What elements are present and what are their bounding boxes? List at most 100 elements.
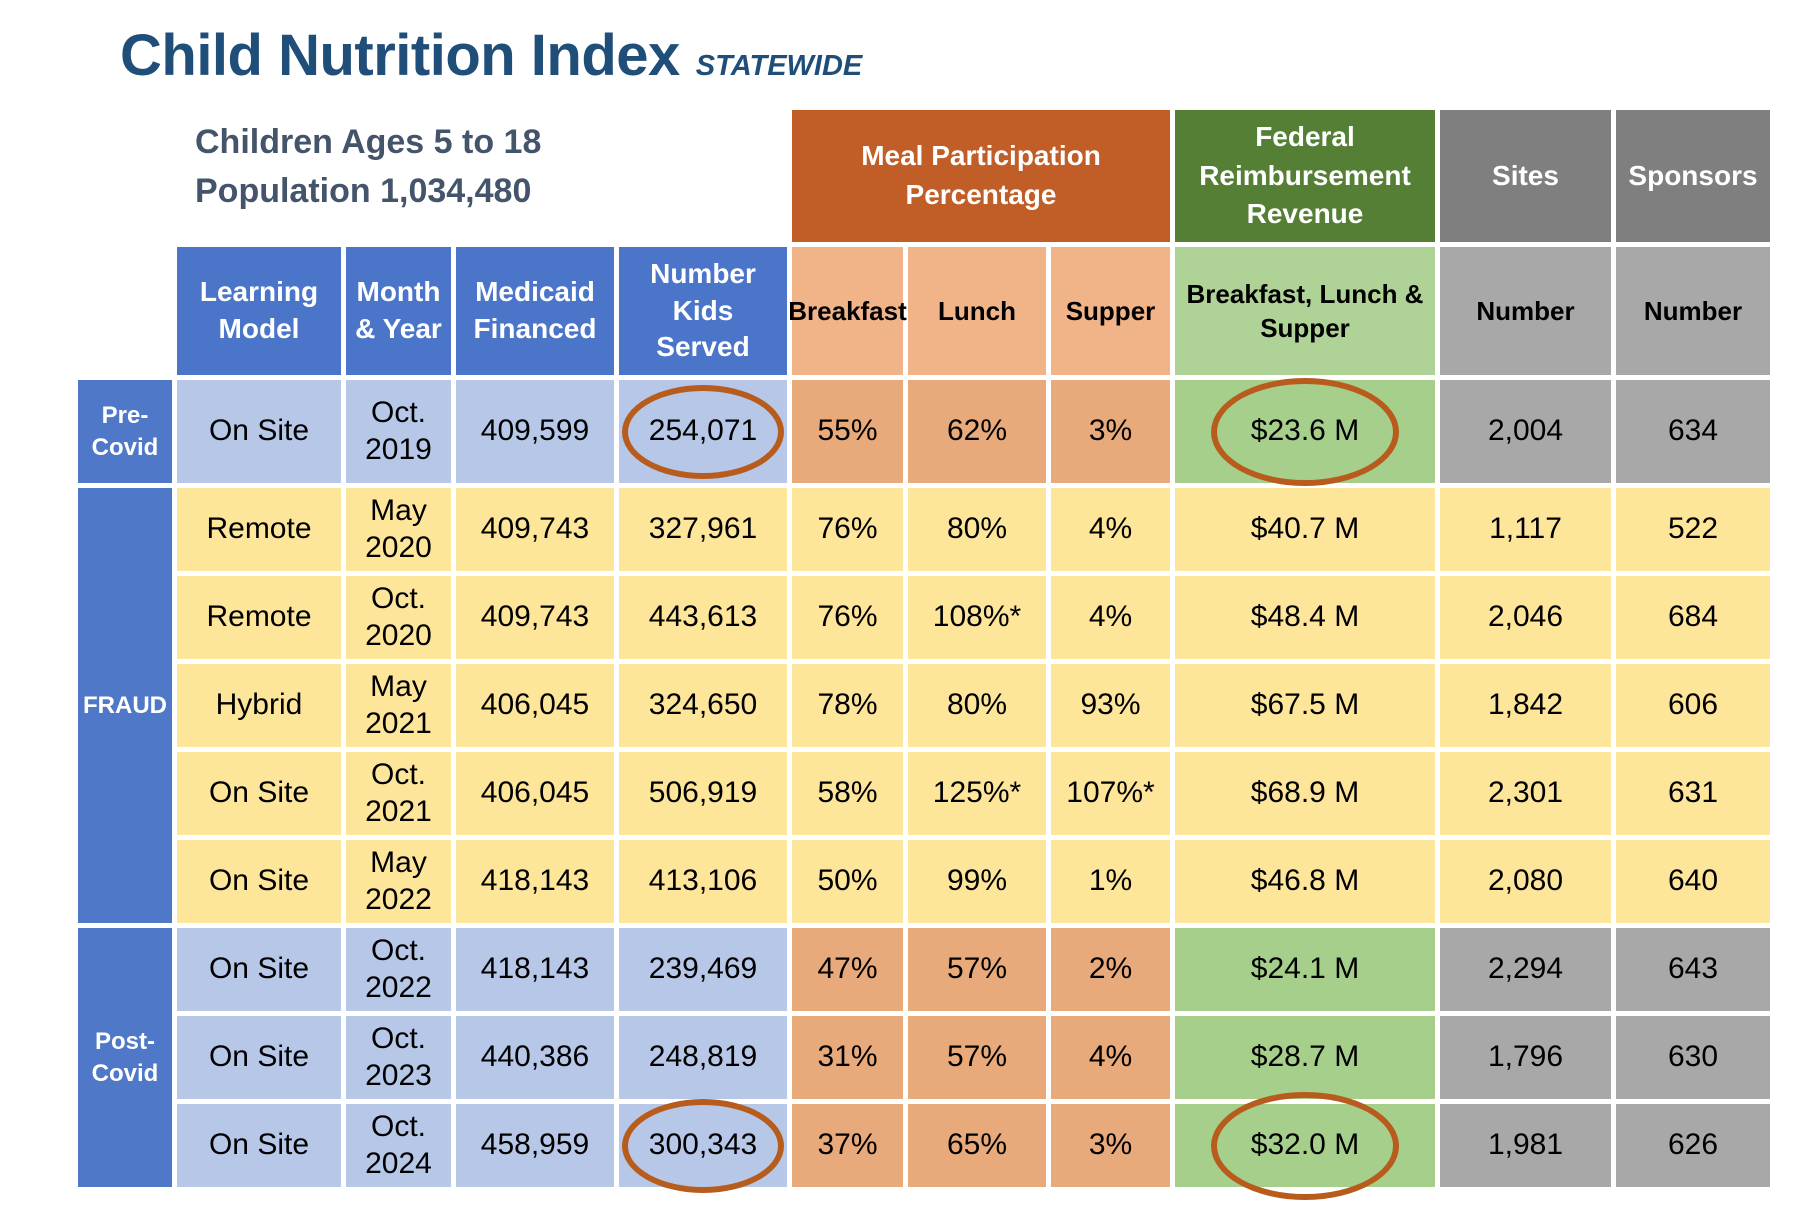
cell-learning-model: On Site xyxy=(177,1104,341,1187)
cell-medicaid-financed-value: 440,386 xyxy=(480,1040,590,1074)
group-header-sponsors: Sponsors xyxy=(1616,110,1770,242)
cell-supper-pct-value: 3% xyxy=(1088,1128,1133,1162)
cell-breakfast-pct: 47% xyxy=(792,928,903,1011)
month-text: Oct. xyxy=(370,933,426,967)
cell-supper-pct-value: 4% xyxy=(1088,600,1133,634)
cell-revenue: $32.0 M xyxy=(1175,1091,1435,1200)
cell-kids-served: 413,106 xyxy=(619,840,787,923)
cell-medicaid-financed-value: 406,045 xyxy=(480,776,590,810)
cell-sponsors-count: 626 xyxy=(1616,1104,1770,1187)
cell-sponsors-count-value: 634 xyxy=(1667,414,1719,448)
cell-revenue-value: $32.0 M xyxy=(1250,1128,1360,1162)
cell-sponsors-count-value: 640 xyxy=(1667,864,1719,898)
month-text: May xyxy=(370,669,427,703)
cell-kids-served-value: 324,650 xyxy=(648,688,758,722)
nutrition-table: Children Ages 5 to 18 Population 1,034,4… xyxy=(78,110,1770,1200)
cell-sites-count-value: 1,117 xyxy=(1489,512,1562,546)
cell-month-year: Oct. 2021 xyxy=(346,752,451,835)
cell-sites-count: 1,842 xyxy=(1440,664,1611,747)
cell-sites-count-value: 2,080 xyxy=(1487,864,1564,898)
cell-medicaid-financed-value: 409,743 xyxy=(480,512,590,546)
cell-sites-count: 2,294 xyxy=(1440,928,1611,1011)
cell-lunch-pct: 65% xyxy=(908,1104,1046,1187)
cell-sponsors-count: 640 xyxy=(1616,840,1770,923)
cell-medicaid-financed: 418,143 xyxy=(456,840,614,923)
cell-sponsors-count-value: 626 xyxy=(1667,1128,1719,1162)
cell-kids-served-value: 248,819 xyxy=(648,1040,758,1074)
year-text: 2021 xyxy=(365,706,432,740)
year-text: 2023 xyxy=(365,1058,432,1092)
cell-medicaid-financed-value: 409,743 xyxy=(480,600,590,634)
cell-medicaid-financed: 406,045 xyxy=(456,664,614,747)
cell-sponsors-count: 643 xyxy=(1616,928,1770,1011)
cell-revenue: $24.1 M xyxy=(1175,928,1435,1011)
cell-lunch-pct: 125%* xyxy=(908,752,1046,835)
cell-learning-model-value: Hybrid xyxy=(215,688,303,722)
cell-medicaid-financed-value: 406,045 xyxy=(480,688,590,722)
cell-sponsors-count-value: 631 xyxy=(1667,776,1719,810)
cell-sponsors-count: 606 xyxy=(1616,664,1770,747)
cell-revenue-value: $68.9 M xyxy=(1250,776,1360,810)
cell-revenue: $28.7 M xyxy=(1175,1016,1435,1099)
cell-revenue-value: $23.6 M xyxy=(1250,414,1360,448)
year-text: 2020 xyxy=(365,618,432,652)
page-title: Child Nutrition Index STATEWIDE xyxy=(120,22,862,89)
cell-sites-count-value: 2,301 xyxy=(1487,776,1564,810)
cell-lunch-pct-value: 99% xyxy=(946,864,1008,898)
cell-sites-count: 1,981 xyxy=(1440,1104,1611,1187)
cell-medicaid-financed: 406,045 xyxy=(456,752,614,835)
cell-revenue-value: $46.8 M xyxy=(1250,864,1360,898)
column-header-sites-number: Number xyxy=(1440,247,1611,375)
cell-breakfast-pct: 78% xyxy=(792,664,903,747)
cell-supper-pct: 107%* xyxy=(1051,752,1170,835)
year-text: 2021 xyxy=(365,794,432,828)
month-text: Oct. xyxy=(370,581,426,615)
cell-sponsors-count: 631 xyxy=(1616,752,1770,835)
cell-revenue: $68.9 M xyxy=(1175,752,1435,835)
cell-lunch-pct: 99% xyxy=(908,840,1046,923)
cell-lunch-pct-value: 65% xyxy=(946,1128,1008,1162)
cell-supper-pct-value: 3% xyxy=(1088,414,1133,448)
cell-learning-model-value: On Site xyxy=(208,1128,310,1162)
cell-supper-pct-value: 1% xyxy=(1088,864,1133,898)
cell-sites-count-value: 2,294 xyxy=(1487,952,1564,986)
cell-supper-pct: 4% xyxy=(1051,488,1170,571)
cell-supper-pct: 4% xyxy=(1051,1016,1170,1099)
cell-supper-pct: 93% xyxy=(1051,664,1170,747)
cell-kids-served: 254,071 xyxy=(619,380,787,483)
cell-lunch-pct: 57% xyxy=(908,1016,1046,1099)
cell-supper-pct: 1% xyxy=(1051,840,1170,923)
cell-learning-model-value: On Site xyxy=(208,414,310,448)
cell-lunch-pct: 108%* xyxy=(908,576,1046,659)
cell-sponsors-count-value: 522 xyxy=(1667,512,1719,546)
subtitle-line-population: Population 1,034,480 xyxy=(195,172,532,211)
year-text: 2022 xyxy=(365,882,432,916)
cell-kids-served-value: 327,961 xyxy=(648,512,758,546)
cell-revenue-value: $48.4 M xyxy=(1250,600,1360,634)
cell-revenue-value: $40.7 M xyxy=(1250,512,1360,546)
cell-medicaid-financed-value: 418,143 xyxy=(480,952,590,986)
cell-learning-model: Hybrid xyxy=(177,664,341,747)
cell-lunch-pct-value: 108%* xyxy=(932,600,1022,634)
cell-kids-served-value: 239,469 xyxy=(648,952,758,986)
cell-breakfast-pct-value: 76% xyxy=(817,600,878,634)
cell-kids-served-value: 300,343 xyxy=(648,1128,758,1162)
cell-medicaid-financed: 458,959 xyxy=(456,1104,614,1187)
year-text: 2019 xyxy=(365,432,432,466)
column-header-breakfast-lunch-supper: Breakfast, Lunch & Supper xyxy=(1175,247,1435,375)
cell-month-year: May 2022 xyxy=(346,840,451,923)
cell-breakfast-pct-value: 47% xyxy=(817,952,878,986)
cell-kids-served: 239,469 xyxy=(619,928,787,1011)
cell-learning-model: On Site xyxy=(177,1016,341,1099)
cell-sponsors-count: 684 xyxy=(1616,576,1770,659)
cell-supper-pct: 4% xyxy=(1051,576,1170,659)
cell-sites-count: 1,796 xyxy=(1440,1016,1611,1099)
cell-sites-count-value: 1,842 xyxy=(1487,688,1564,722)
subtitle-line-ages: Children Ages 5 to 18 xyxy=(195,123,542,161)
column-header-lunch: Lunch xyxy=(908,247,1046,375)
cell-lunch-pct-value: 80% xyxy=(946,512,1008,546)
cell-learning-model-value: On Site xyxy=(208,776,310,810)
cell-supper-pct: 3% xyxy=(1051,380,1170,483)
cell-kids-served: 300,343 xyxy=(619,1098,787,1193)
column-header-month-year: Month & Year xyxy=(346,247,451,375)
